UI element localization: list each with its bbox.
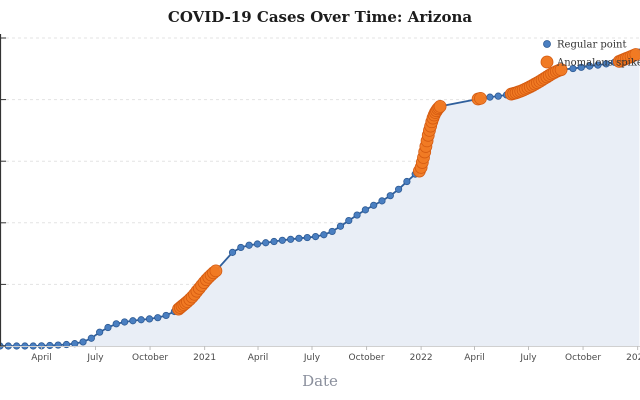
- regular-point: [378, 197, 386, 205]
- anomaly-point: [474, 91, 487, 105]
- legend-regular-label: Regular point: [557, 40, 627, 51]
- regular-point: [394, 185, 403, 193]
- regular-point: [71, 340, 79, 348]
- regular-point: [46, 341, 54, 350]
- regular-point: [295, 234, 303, 242]
- regular-point: [577, 63, 585, 71]
- regular-point: [162, 311, 170, 320]
- x-tick-label: 2022: [410, 353, 433, 363]
- legend-regular-marker: [543, 40, 551, 48]
- regular-point: [361, 206, 369, 214]
- regular-point: [594, 61, 602, 69]
- regular-point: [303, 233, 311, 242]
- regular-point: [602, 60, 610, 68]
- regular-point: [120, 318, 129, 326]
- regular-point: [104, 323, 112, 332]
- regular-point: [87, 334, 95, 342]
- regular-point: [311, 232, 320, 241]
- area-layer: [0, 52, 640, 347]
- regular-point: [96, 328, 104, 336]
- legend[interactable]: Regular point Anomalous spike: [540, 40, 640, 69]
- chart-title: COVID-19 Cases Over Time: Arizona: [167, 8, 473, 26]
- regular-point: [54, 341, 62, 349]
- x-tick-label: October: [565, 353, 601, 363]
- x-tick-label: July: [86, 353, 104, 363]
- anomaly-point: [433, 99, 447, 113]
- regular-point: [386, 192, 394, 200]
- x-tick-label: April: [31, 353, 52, 363]
- regular-point: [336, 222, 345, 230]
- x-tick-label: July: [519, 353, 537, 363]
- regular-point: [320, 231, 328, 239]
- regular-point: [237, 243, 245, 252]
- axis-layer: April July October 2021 April July October 2022…: [0, 34, 640, 363]
- x-tick-label: 2021: [193, 353, 216, 363]
- regular-point: [262, 239, 270, 247]
- regular-point: [29, 342, 37, 350]
- regular-point: [112, 320, 120, 328]
- point-layer: [0, 48, 640, 350]
- regular-point: [278, 236, 286, 244]
- x-tick-label: July: [303, 353, 321, 363]
- regular-point: [328, 227, 336, 236]
- regular-point: [129, 317, 137, 325]
- regular-point: [370, 201, 378, 209]
- regular-point: [228, 248, 237, 256]
- regular-point: [137, 316, 145, 324]
- regular-point: [79, 338, 87, 346]
- x-tick-label: October: [349, 353, 385, 363]
- x-tick-label: April: [248, 353, 269, 363]
- x-tick-label: April: [464, 353, 485, 363]
- regular-point: [245, 241, 253, 249]
- x-axis-label: Date: [302, 372, 338, 390]
- regular-point: [345, 216, 353, 225]
- regular-point: [486, 93, 494, 101]
- regular-point: [494, 92, 502, 100]
- legend-anomaly-marker: [540, 55, 554, 69]
- x-tick-label: October: [132, 353, 168, 363]
- regular-point: [270, 237, 278, 246]
- series-area: [0, 52, 640, 347]
- regular-point: [287, 235, 295, 243]
- regular-point: [253, 240, 262, 248]
- anomaly-point: [554, 63, 568, 77]
- anomaly-point: [209, 264, 223, 278]
- regular-point: [403, 177, 411, 186]
- regular-point: [145, 315, 154, 323]
- x-tick-label: 2023: [626, 353, 640, 363]
- anomaly-point: [629, 48, 640, 61]
- regular-point: [585, 62, 594, 70]
- regular-point: [353, 211, 361, 219]
- legend-anomaly-label: Anomalous spike: [556, 58, 640, 69]
- regular-point: [154, 314, 162, 322]
- regular-point: [569, 64, 577, 73]
